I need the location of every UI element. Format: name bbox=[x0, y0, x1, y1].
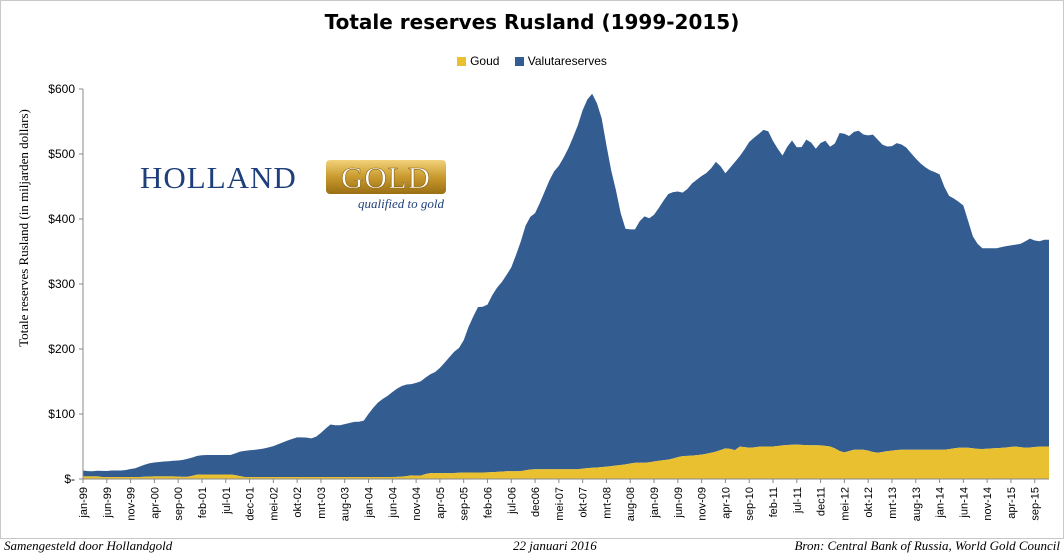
hollandgold-logo: HOLLAND GOLD qualified to gold bbox=[138, 158, 450, 214]
area-valutareserves bbox=[83, 93, 1049, 478]
legend-label-valutareserves: Valutareserves bbox=[527, 54, 607, 68]
x-tick-label: nov-99 bbox=[126, 487, 138, 521]
y-tick-label: $- bbox=[64, 472, 75, 486]
x-tick-label: jan-04 bbox=[364, 487, 376, 519]
x-tick-label: mrt-03 bbox=[316, 487, 328, 519]
logo-word-gold: GOLD bbox=[341, 160, 431, 195]
x-tick-label: sep-10 bbox=[744, 487, 756, 521]
x-tick-label: jul-11 bbox=[792, 487, 804, 514]
x-tick-label: okt-12 bbox=[863, 487, 875, 518]
y-tick-label: $500 bbox=[48, 147, 75, 161]
y-ticks-group: $- $100 $200 $300 $400 $500 $600 bbox=[48, 82, 83, 486]
x-tick-label: okt-02 bbox=[292, 487, 304, 518]
x-tick-label: mei-02 bbox=[268, 487, 280, 521]
chart-plot: Totale reserves Rusland (in miljarden do… bbox=[16, 82, 1049, 521]
footer-credit: Samengesteld door Hollandgold bbox=[4, 538, 173, 553]
x-tick-label: dec-01 bbox=[245, 487, 257, 521]
x-tick-label: feb-01 bbox=[197, 487, 209, 518]
footer-source: Bron: Central Bank of Russia, World Gold… bbox=[794, 538, 1060, 553]
x-tick-label: jul-06 bbox=[506, 487, 518, 515]
x-tick-label: jul-01 bbox=[221, 487, 233, 515]
legend-item-goud: Goud bbox=[457, 54, 499, 68]
x-tick-label: dec06 bbox=[530, 487, 542, 517]
y-tick-label: $600 bbox=[48, 82, 75, 96]
x-tick-label: mei-12 bbox=[839, 487, 851, 521]
x-tick-label: feb-11 bbox=[768, 487, 780, 517]
logo-graphic: HOLLAND GOLD qualified to gold bbox=[140, 160, 446, 211]
legend-item-valutareserves: Valutareserves bbox=[514, 54, 607, 68]
logo-tagline: qualified to gold bbox=[358, 196, 444, 211]
x-tick-label: apr-15 bbox=[1006, 487, 1018, 519]
x-ticks-group: jan-99 jun-99 nov-99 apr-00 sep-00 feb-01 jul-… bbox=[78, 479, 1042, 521]
x-tick-label: aug-03 bbox=[340, 487, 352, 521]
x-tick-label: aug-13 bbox=[911, 487, 923, 521]
x-tick-label: jun-09 bbox=[673, 487, 685, 519]
x-tick-label: apr-05 bbox=[435, 487, 447, 519]
area-series-group bbox=[83, 93, 1049, 479]
logo-gold-box bbox=[326, 160, 446, 194]
x-tick-label: sep-05 bbox=[459, 487, 471, 521]
y-tick-label: $300 bbox=[48, 277, 75, 291]
chart-title: Totale reserves Rusland (1999-2015) bbox=[324, 10, 740, 34]
y-tick-label: $400 bbox=[48, 212, 75, 226]
y-tick-label: $100 bbox=[48, 407, 75, 421]
x-tick-label: jun-99 bbox=[102, 487, 114, 519]
x-tick-label: okt-07 bbox=[578, 487, 590, 518]
x-tick-label: feb-06 bbox=[482, 487, 494, 518]
area-goud bbox=[83, 444, 1049, 479]
x-tick-label: mei-07 bbox=[554, 487, 566, 521]
x-tick-label: nov-04 bbox=[411, 487, 423, 521]
x-tick-label: jan-14 bbox=[935, 487, 947, 519]
x-tick-label: sep-00 bbox=[173, 487, 185, 521]
y-tick-label: $200 bbox=[48, 342, 75, 356]
y-axis-label: Totale reserves Rusland (in miljarden do… bbox=[16, 109, 31, 347]
x-tick-label: sep-15 bbox=[1030, 487, 1042, 521]
footer-date: 22 januari 2016 bbox=[513, 538, 597, 553]
x-tick-label: jan-09 bbox=[649, 487, 661, 519]
x-tick-label: jun-14 bbox=[958, 487, 970, 519]
x-tick-label: jan-99 bbox=[78, 487, 90, 519]
x-tick-label: nov-09 bbox=[697, 487, 709, 521]
x-tick-label: jun-04 bbox=[387, 487, 399, 519]
x-tick-label: dec11 bbox=[816, 487, 828, 516]
x-tick-label: apr-10 bbox=[720, 487, 732, 519]
legend-label-goud: Goud bbox=[470, 54, 500, 68]
legend-swatch-goud bbox=[457, 56, 467, 66]
chart-legend: Goud Valutareserves bbox=[0, 54, 1064, 69]
x-tick-label: nov-14 bbox=[982, 487, 994, 521]
x-tick-label: apr-00 bbox=[149, 487, 161, 519]
legend-swatch-valutareserves bbox=[514, 56, 524, 66]
x-tick-label: mrt-13 bbox=[887, 487, 899, 519]
x-tick-label: mrt-08 bbox=[601, 487, 613, 519]
logo-word-holland: HOLLAND bbox=[140, 160, 297, 195]
x-tick-label: aug-08 bbox=[625, 487, 637, 521]
